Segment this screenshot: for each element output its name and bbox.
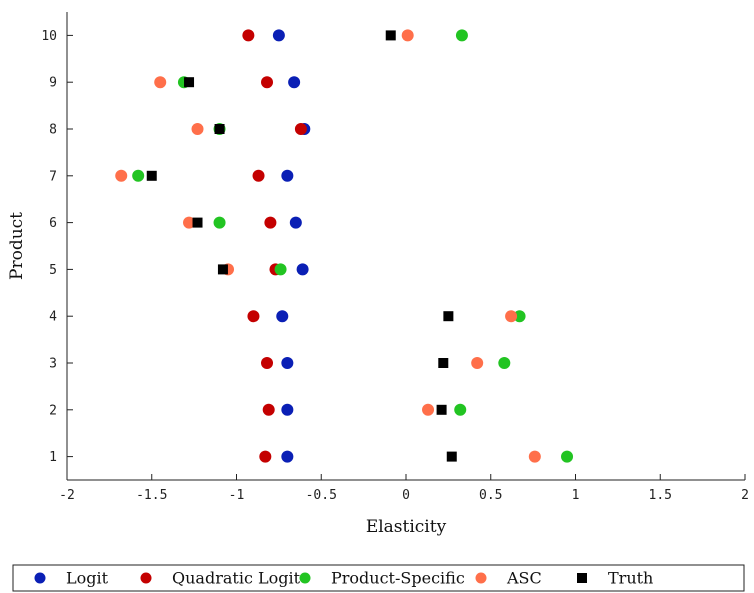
data-point	[261, 76, 274, 89]
data-point	[184, 77, 195, 88]
y-tick-label: 3	[49, 357, 57, 372]
y-tick-label: 10	[41, 29, 57, 44]
data-point	[289, 216, 302, 229]
y-tick-label: 1	[49, 450, 57, 465]
data-point	[561, 450, 574, 463]
x-tick-label: 1	[572, 488, 580, 503]
legend-marker	[34, 572, 46, 584]
x-tick-label: -1	[229, 488, 245, 503]
data-point	[154, 76, 167, 89]
legend-label: ASC	[506, 569, 542, 588]
data-point	[261, 357, 274, 369]
legend-item: Logit	[34, 569, 109, 588]
data-point	[247, 310, 260, 323]
data-point	[252, 169, 265, 182]
y-tick-label: 4	[49, 310, 57, 325]
data-point	[259, 450, 272, 463]
legend-label: Logit	[66, 569, 109, 588]
x-tick-label: 0.5	[479, 488, 502, 503]
data-point	[422, 403, 435, 416]
data-point	[471, 357, 484, 369]
y-tick-label: 9	[49, 76, 57, 91]
data-point	[454, 403, 467, 416]
legend-marker	[299, 572, 311, 584]
legend-item: Product-Specific	[299, 569, 465, 588]
data-point	[115, 169, 128, 182]
y-tick-label: 8	[49, 123, 57, 138]
series-truth	[146, 30, 457, 462]
y-tick-label: 7	[49, 169, 57, 184]
data-point	[438, 358, 449, 368]
data-point	[242, 29, 255, 42]
data-points	[115, 29, 574, 463]
y-axis-title: Product	[7, 212, 27, 280]
legend-marker	[475, 572, 487, 584]
series-product-specific	[132, 29, 574, 463]
data-point	[132, 169, 145, 182]
x-tick-label: 1.5	[649, 488, 672, 503]
data-point	[262, 403, 275, 416]
data-point	[272, 29, 285, 42]
data-point	[276, 310, 289, 323]
series-quadratic-logit	[242, 29, 307, 463]
data-point	[214, 124, 225, 134]
plot-frame	[66, 12, 745, 481]
legend-item: Quadratic Logit	[140, 569, 301, 588]
data-point	[281, 403, 294, 416]
data-point	[217, 264, 228, 275]
x-tick-label: -2	[59, 488, 75, 503]
data-point	[436, 404, 447, 415]
data-point	[401, 29, 414, 42]
data-point	[294, 123, 307, 135]
data-point	[385, 30, 396, 41]
data-point	[183, 216, 196, 229]
x-tick-label: 0	[402, 488, 410, 503]
x-tick-label: 2	[741, 488, 749, 503]
data-point	[264, 216, 277, 229]
data-point	[505, 310, 518, 323]
data-point	[274, 263, 287, 276]
legend-label: Quadratic Logit	[172, 569, 301, 588]
data-point	[281, 450, 294, 463]
series-asc	[115, 29, 541, 463]
x-tick-label: -1.5	[136, 488, 167, 503]
series-logit	[272, 29, 311, 463]
data-point	[281, 169, 294, 182]
legend-label: Truth	[608, 569, 653, 588]
legend-marker	[577, 573, 587, 583]
data-point	[213, 216, 226, 229]
x-axis-title: Elasticity	[366, 517, 447, 537]
legend-item: Truth	[577, 569, 653, 588]
data-point	[281, 357, 294, 369]
data-point	[192, 217, 203, 228]
x-axis: -2 -1.5 -1 -0.5 0 0.5 1 1.5 2	[59, 474, 749, 503]
legend: Logit Quadratic Logit Product-Specific ASC T…	[12, 564, 745, 592]
data-point	[528, 450, 541, 463]
y-tick-label: 6	[49, 216, 57, 231]
legend-item: ASC	[475, 569, 542, 588]
legend-box	[12, 564, 745, 592]
data-point	[296, 263, 309, 276]
legend-marker	[140, 572, 152, 584]
data-point	[443, 311, 454, 322]
y-axis: 1 2 3 4 5 6 7 8 9 10	[41, 29, 73, 465]
data-point	[446, 451, 457, 462]
y-tick-label: 5	[49, 263, 57, 278]
data-point	[146, 170, 157, 181]
data-point	[513, 310, 526, 323]
data-point	[288, 76, 301, 89]
data-point	[191, 123, 204, 135]
legend-label: Product-Specific	[331, 569, 465, 588]
x-tick-label: -0.5	[306, 488, 337, 503]
data-point	[498, 357, 511, 369]
y-tick-label: 2	[49, 403, 57, 418]
data-point	[455, 29, 468, 42]
